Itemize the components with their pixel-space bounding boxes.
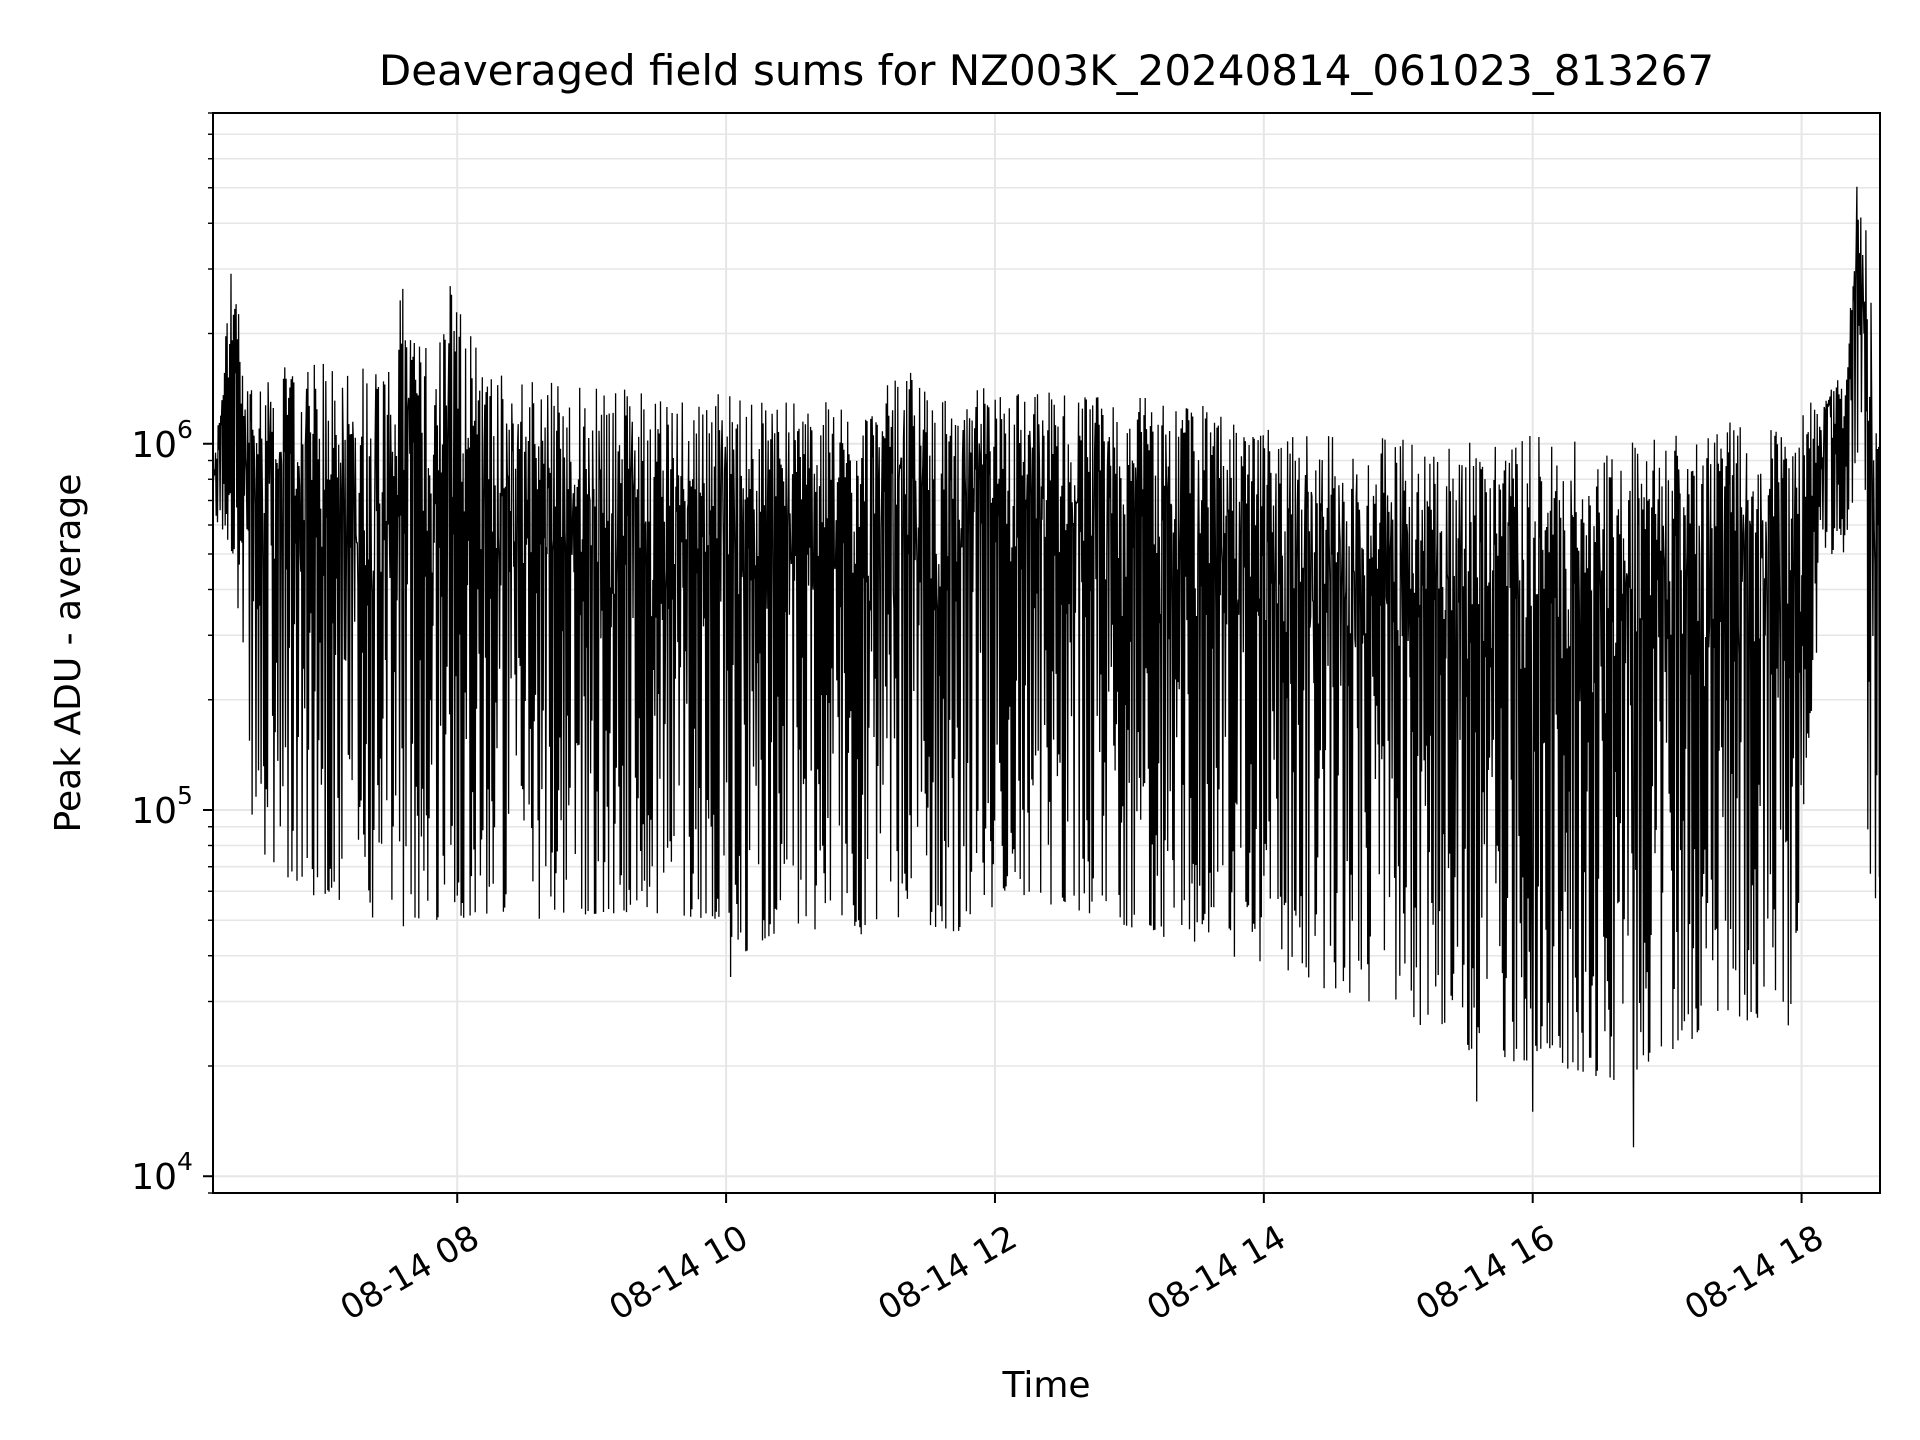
- y-tick-exponent: 6: [177, 415, 193, 444]
- plot-frame: [212, 112, 1881, 1194]
- y-tick-label: 10: [131, 1157, 177, 1198]
- y-tick-exponent: 4: [177, 1147, 193, 1176]
- y-tick-label: 10: [131, 425, 177, 466]
- y-axis-label: Peak ADU - average: [48, 474, 89, 833]
- y-tick-exponent: 5: [177, 781, 193, 810]
- y-tick-label: 10: [131, 791, 177, 832]
- series-layer: [212, 186, 1881, 1148]
- x-axis-label: Time: [1001, 1365, 1090, 1406]
- chart-title: Deaveraged field sums for NZ003K_2024081…: [379, 46, 1714, 95]
- series-line: [212, 186, 1881, 1148]
